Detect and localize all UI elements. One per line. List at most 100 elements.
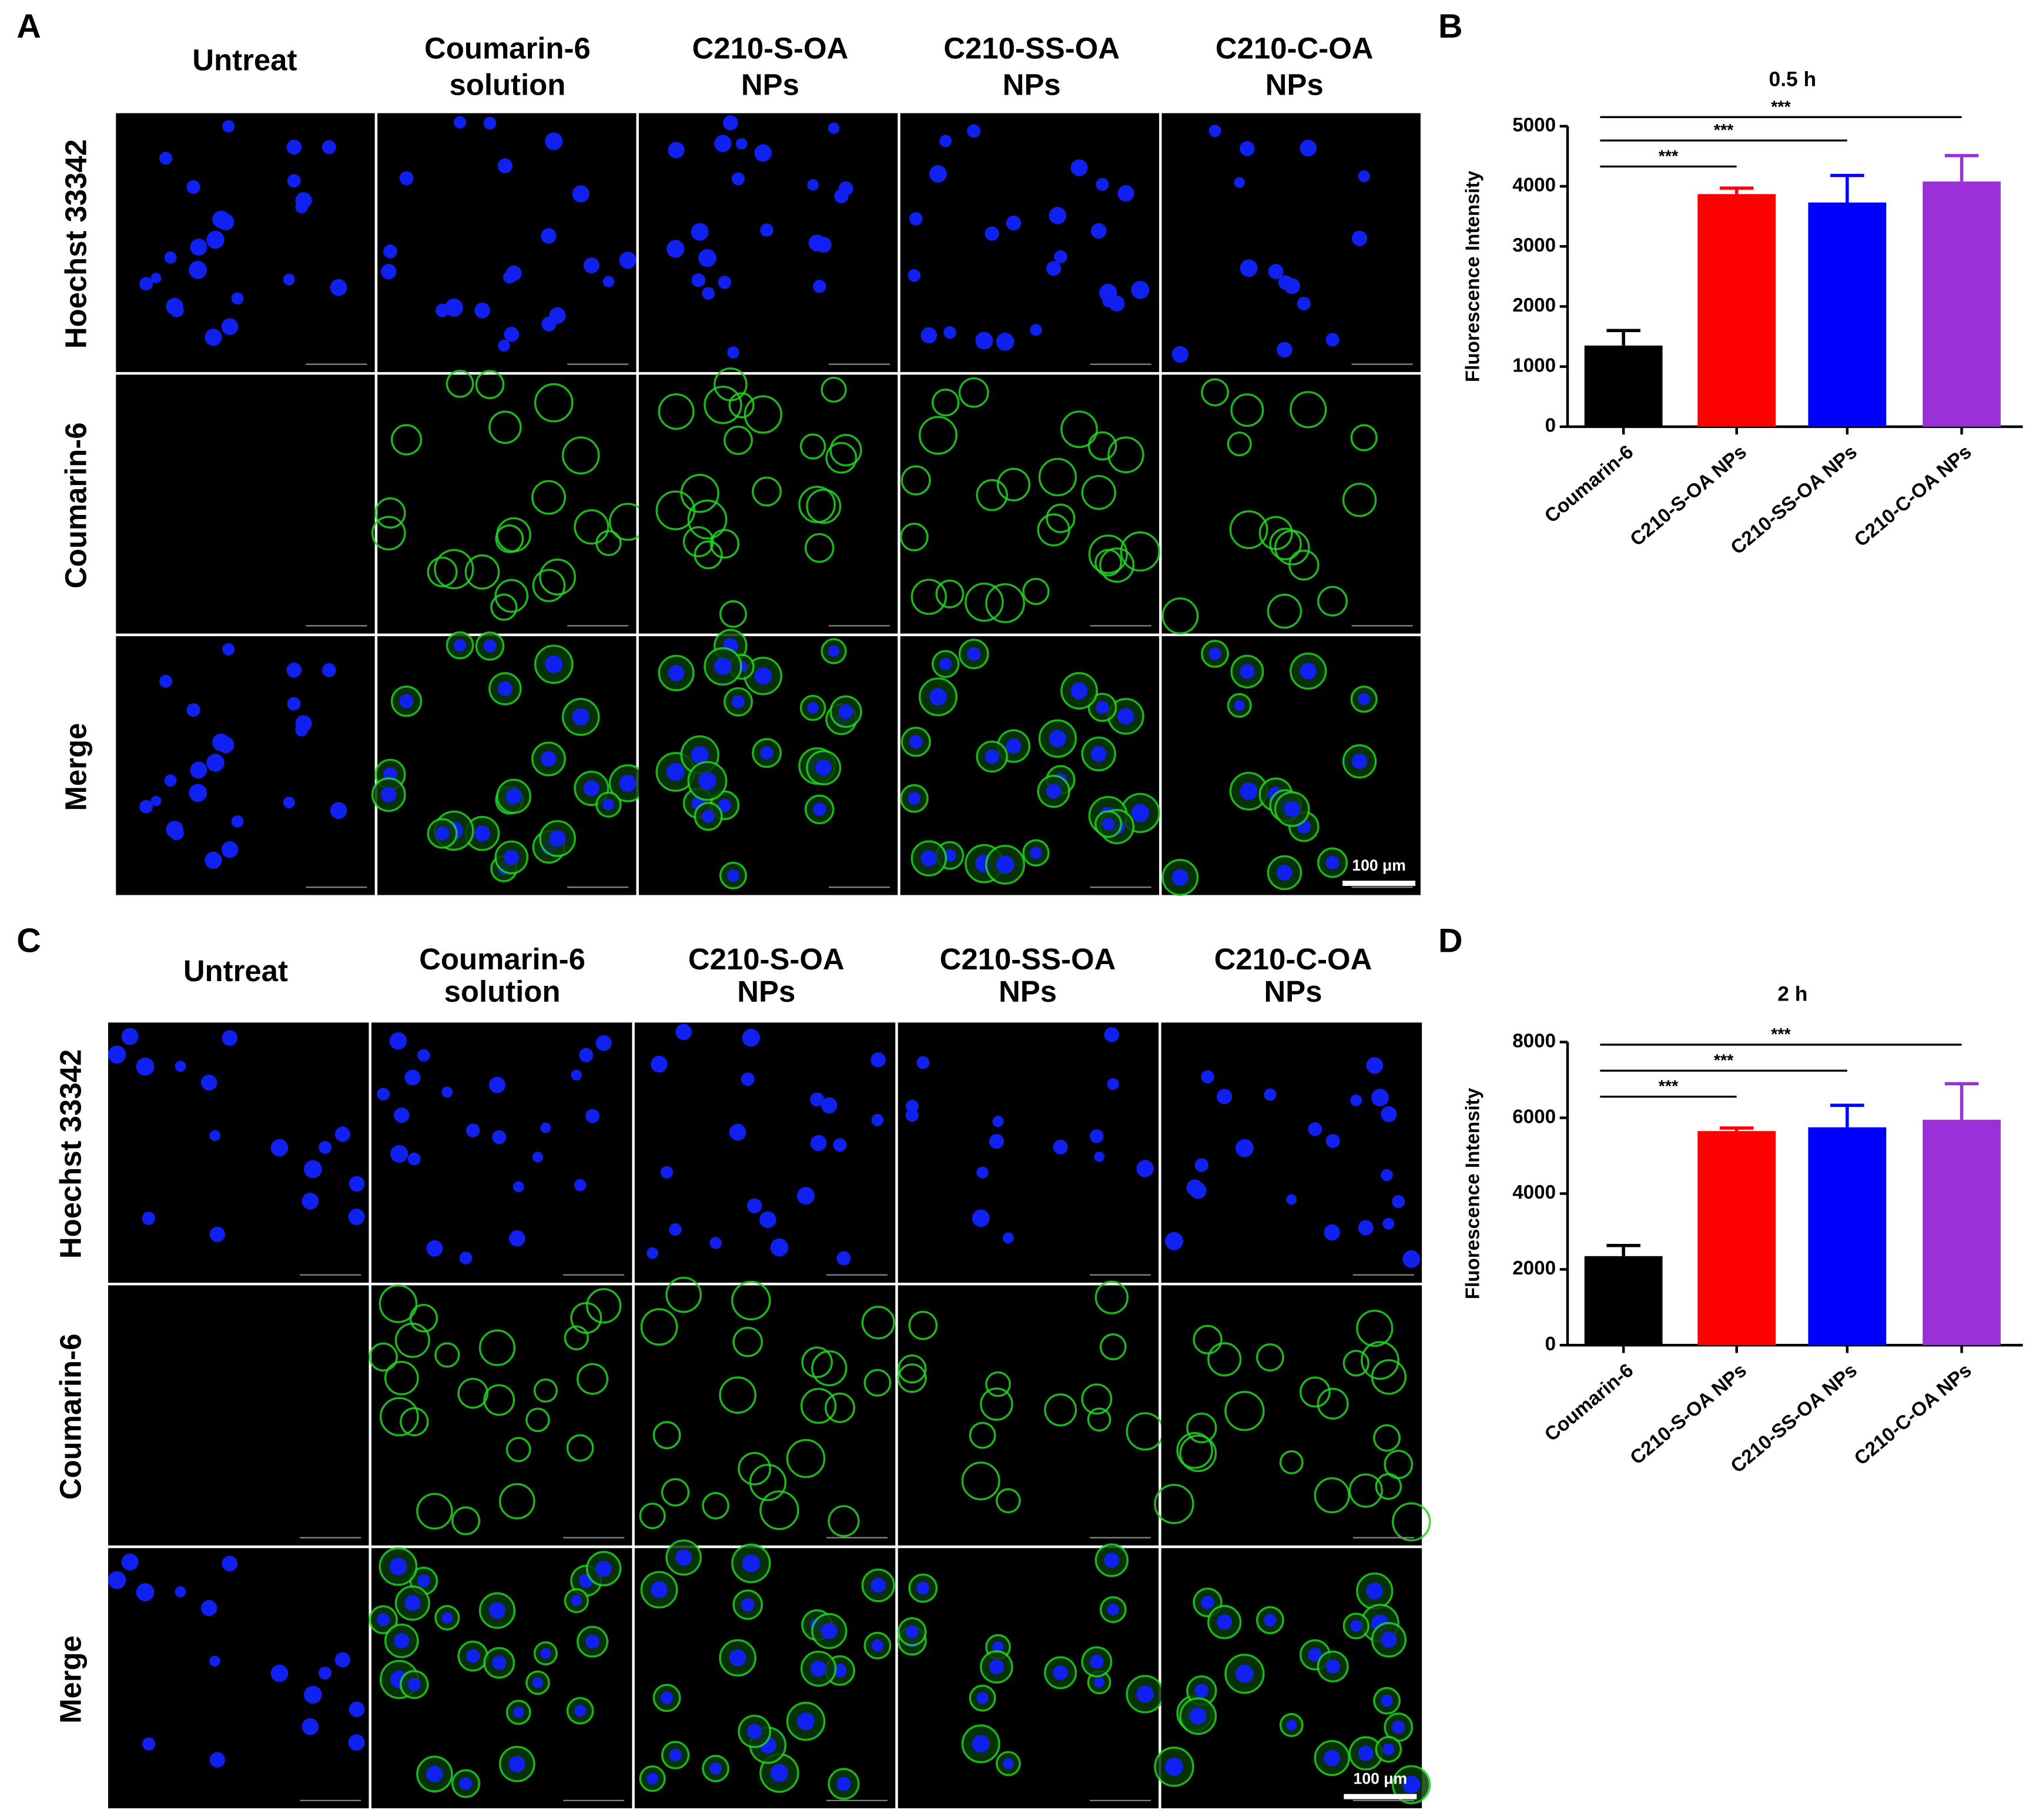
nucleus — [389, 1032, 407, 1050]
nucleus — [394, 1633, 410, 1649]
column-header: C210-C-OA — [1215, 32, 1374, 65]
micrograph-bg — [1161, 636, 1421, 895]
column-header: NPs — [737, 975, 795, 1008]
nucleus — [976, 1166, 989, 1179]
nucleus — [222, 120, 235, 133]
nucleus — [718, 276, 732, 289]
nucleus — [1351, 230, 1368, 246]
nucleus — [1235, 1139, 1254, 1157]
nucleus — [142, 1212, 156, 1225]
nucleus — [1049, 730, 1067, 748]
nucleus — [967, 124, 981, 138]
chart-title: 2 h — [1777, 982, 1807, 1005]
nucleus — [1090, 1129, 1104, 1143]
nucleus — [572, 708, 590, 726]
nucleus — [222, 643, 235, 656]
nucleus — [121, 1028, 139, 1045]
nucleus — [286, 663, 302, 678]
row-label: Hoechst 33342 — [59, 139, 93, 349]
nucleus — [319, 1140, 332, 1154]
bar — [1808, 1127, 1887, 1346]
nucleus — [702, 287, 715, 300]
significance-label: *** — [1714, 1051, 1734, 1070]
nucleus — [394, 1108, 410, 1123]
nucleus — [390, 1145, 408, 1163]
cell-membrane — [665, 1276, 702, 1313]
nucleus — [1107, 1604, 1119, 1616]
nucleus — [139, 277, 153, 291]
nucleus — [1070, 159, 1088, 176]
nucleus — [330, 802, 347, 819]
cell-membrane — [534, 383, 574, 423]
micrograph-bg — [377, 374, 637, 634]
cell-membrane — [564, 1325, 589, 1351]
cell-membrane — [1087, 1407, 1111, 1432]
nucleus — [929, 165, 947, 183]
nucleus — [1189, 1707, 1207, 1725]
cell-membrane — [446, 370, 474, 398]
nucleus — [1300, 663, 1317, 680]
nucleus — [807, 179, 819, 191]
bar — [1923, 1119, 2001, 1346]
y-tick-label: 6000 — [1512, 1106, 1556, 1128]
micrograph-bg — [1161, 1285, 1422, 1546]
nucleus — [169, 303, 184, 317]
nucleus — [1358, 693, 1370, 705]
micrograph-bg — [116, 636, 375, 895]
nucleus — [1325, 1133, 1340, 1148]
nucleus — [992, 1116, 1004, 1128]
nucleus — [619, 252, 637, 269]
nucleus — [833, 1138, 847, 1152]
nucleus — [1234, 177, 1245, 188]
nucleus — [381, 263, 397, 280]
nucleus — [399, 694, 414, 708]
nucleus — [1277, 865, 1292, 881]
nucleus — [175, 1060, 186, 1072]
nucleus — [497, 158, 513, 173]
nucleus — [270, 1139, 289, 1157]
nucleus — [943, 326, 956, 339]
nucleus — [651, 1581, 668, 1598]
cell-membrane — [532, 568, 566, 603]
cell-membrane — [744, 395, 783, 434]
cell-membrane — [1193, 1324, 1223, 1355]
cell-membrane — [1342, 1350, 1369, 1377]
cell-membrane — [900, 465, 931, 496]
nucleus — [169, 826, 184, 841]
nucleus — [190, 238, 207, 256]
nucleus — [454, 639, 467, 652]
micrograph-bg — [900, 113, 1160, 372]
nucleus — [209, 1226, 225, 1242]
nucleus — [1402, 1775, 1421, 1794]
nucleus — [287, 174, 301, 188]
nucleus — [508, 1230, 525, 1247]
nucleus — [1091, 223, 1107, 239]
nucleus — [1006, 215, 1022, 231]
cell-membrane — [932, 388, 960, 417]
scale-bar-label: 100 μm — [1354, 1769, 1408, 1787]
nucleus — [189, 784, 207, 802]
nucleus — [407, 1678, 421, 1691]
y-tick-label: 3000 — [1512, 235, 1556, 256]
nucleus — [1381, 1106, 1397, 1122]
y-tick-label: 4000 — [1512, 175, 1556, 196]
nucleus — [838, 181, 853, 196]
nucleus — [667, 240, 685, 258]
nucleus — [1194, 1684, 1208, 1698]
nucleus — [760, 746, 773, 760]
cell-membrane — [1060, 410, 1099, 449]
x-tick-label: C210-S-OA NPs — [1626, 441, 1751, 550]
nucleus — [221, 318, 239, 335]
cell-membrane — [494, 578, 529, 613]
nucleus — [454, 116, 467, 129]
nucleus — [190, 761, 207, 779]
nucleus — [1208, 125, 1221, 138]
nucleus — [810, 1660, 827, 1677]
cell-membrane — [1161, 597, 1199, 635]
nucleus — [404, 1595, 421, 1611]
nucleus — [920, 327, 937, 344]
nucleus — [459, 1777, 473, 1790]
micrograph — [371, 370, 647, 634]
y-tick-label: 8000 — [1512, 1030, 1556, 1052]
cell-membrane — [738, 1451, 772, 1486]
